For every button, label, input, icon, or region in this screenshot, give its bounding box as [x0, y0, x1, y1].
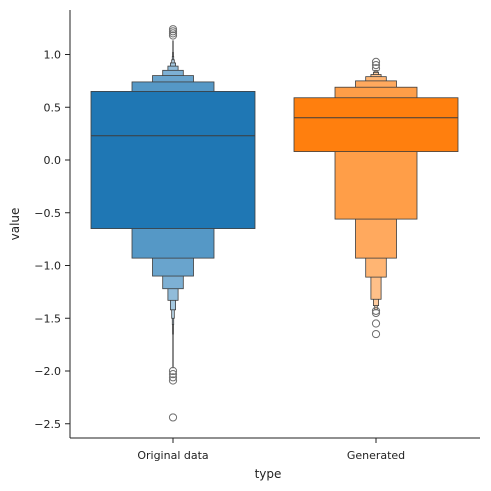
y-tick-label: −1.0 — [34, 260, 61, 273]
boxen-box — [293, 97, 459, 152]
y-tick-label: −2.5 — [34, 418, 61, 431]
y-axis-label: value — [8, 208, 22, 241]
outlier-point — [371, 306, 381, 315]
x-tick-label: Original data — [137, 449, 208, 462]
outlier-point — [371, 319, 381, 328]
plot-area — [90, 25, 459, 422]
outlier-point — [168, 27, 178, 36]
outlier-point — [168, 366, 178, 376]
y-tick-label: 0.0 — [44, 154, 62, 167]
y-tick-label: −1.5 — [34, 312, 61, 325]
outlier-point — [371, 308, 381, 318]
axis-ticks: 1.0 0.5 0.0 −0.5 −1.0 −1.5 −2.0 −2.5 Original da… — [34, 49, 405, 463]
boxen-box — [90, 91, 256, 229]
x-tick-label: Generated — [347, 449, 405, 462]
outlier-point — [168, 29, 178, 38]
y-tick-label: −2.0 — [34, 365, 61, 378]
outlier-point — [371, 329, 381, 339]
y-tick-label: −0.5 — [34, 207, 61, 220]
series-1 — [90, 25, 256, 422]
y-tick-label: 0.5 — [44, 101, 62, 114]
outlier-point — [371, 60, 381, 70]
outlier-point — [371, 57, 381, 66]
outlier-point — [168, 370, 178, 379]
outlier-point — [371, 64, 381, 73]
outlier-point — [168, 376, 178, 385]
y-tick-label: 1.0 — [44, 49, 62, 62]
outlier-point — [168, 413, 178, 422]
outlier-point — [168, 31, 178, 40]
x-axis-label: type — [255, 467, 282, 481]
outlier-point — [168, 373, 178, 382]
outlier-point — [168, 25, 178, 34]
series-2 — [293, 57, 459, 339]
